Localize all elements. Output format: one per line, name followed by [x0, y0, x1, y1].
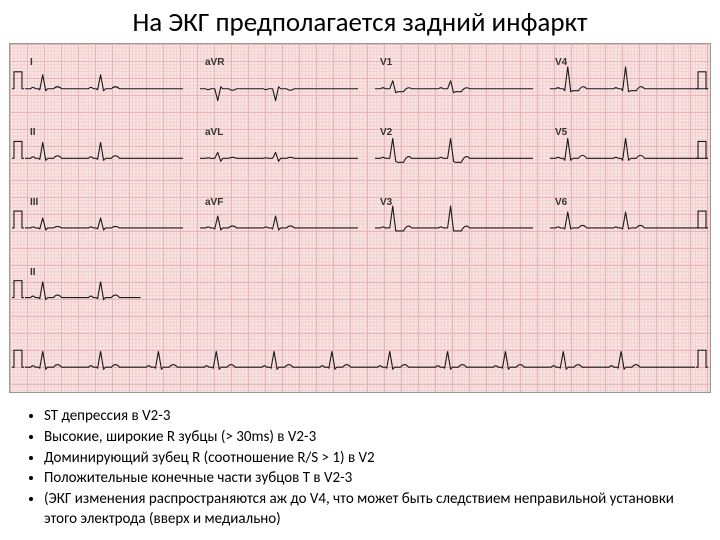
lead-label: V2: [380, 127, 392, 138]
lead-label: V6: [555, 197, 567, 208]
bullet-item: ST депрессия в V2-3: [44, 407, 696, 427]
lead-label: aVR: [205, 57, 224, 68]
bullet-item: Высокие, широкие R зубцы (> 30ms) в V2-3: [44, 428, 696, 448]
lead-label: III: [30, 197, 38, 208]
lead-label: V5: [555, 127, 567, 138]
ecg-strip: IaVR V1 V4 II aVL V2 V5 III aVF V3 V6 II: [9, 43, 711, 393]
lead-label: II: [30, 127, 36, 138]
lead-label: II: [30, 267, 36, 278]
bullet-item: Положительные конечные части зубцов Т в …: [44, 469, 696, 489]
lead-label: I: [30, 57, 33, 68]
bullet-item: Доминирующий зубец R (соотношение R/S > …: [44, 449, 696, 469]
lead-label: V3: [380, 197, 392, 208]
lead-label: aVF: [205, 197, 223, 208]
ecg-traces: [10, 44, 710, 392]
lead-label: V4: [555, 57, 567, 68]
bullet-list: ST депрессия в V2-3Высокие, широкие R зу…: [0, 393, 720, 530]
lead-label: aVL: [205, 127, 223, 138]
slide-title: На ЭКГ предполагается задний инфаркт: [0, 0, 720, 43]
lead-label: V1: [380, 57, 392, 68]
bullet-item: (ЭКГ изменения распространяются аж до V4…: [44, 490, 696, 530]
